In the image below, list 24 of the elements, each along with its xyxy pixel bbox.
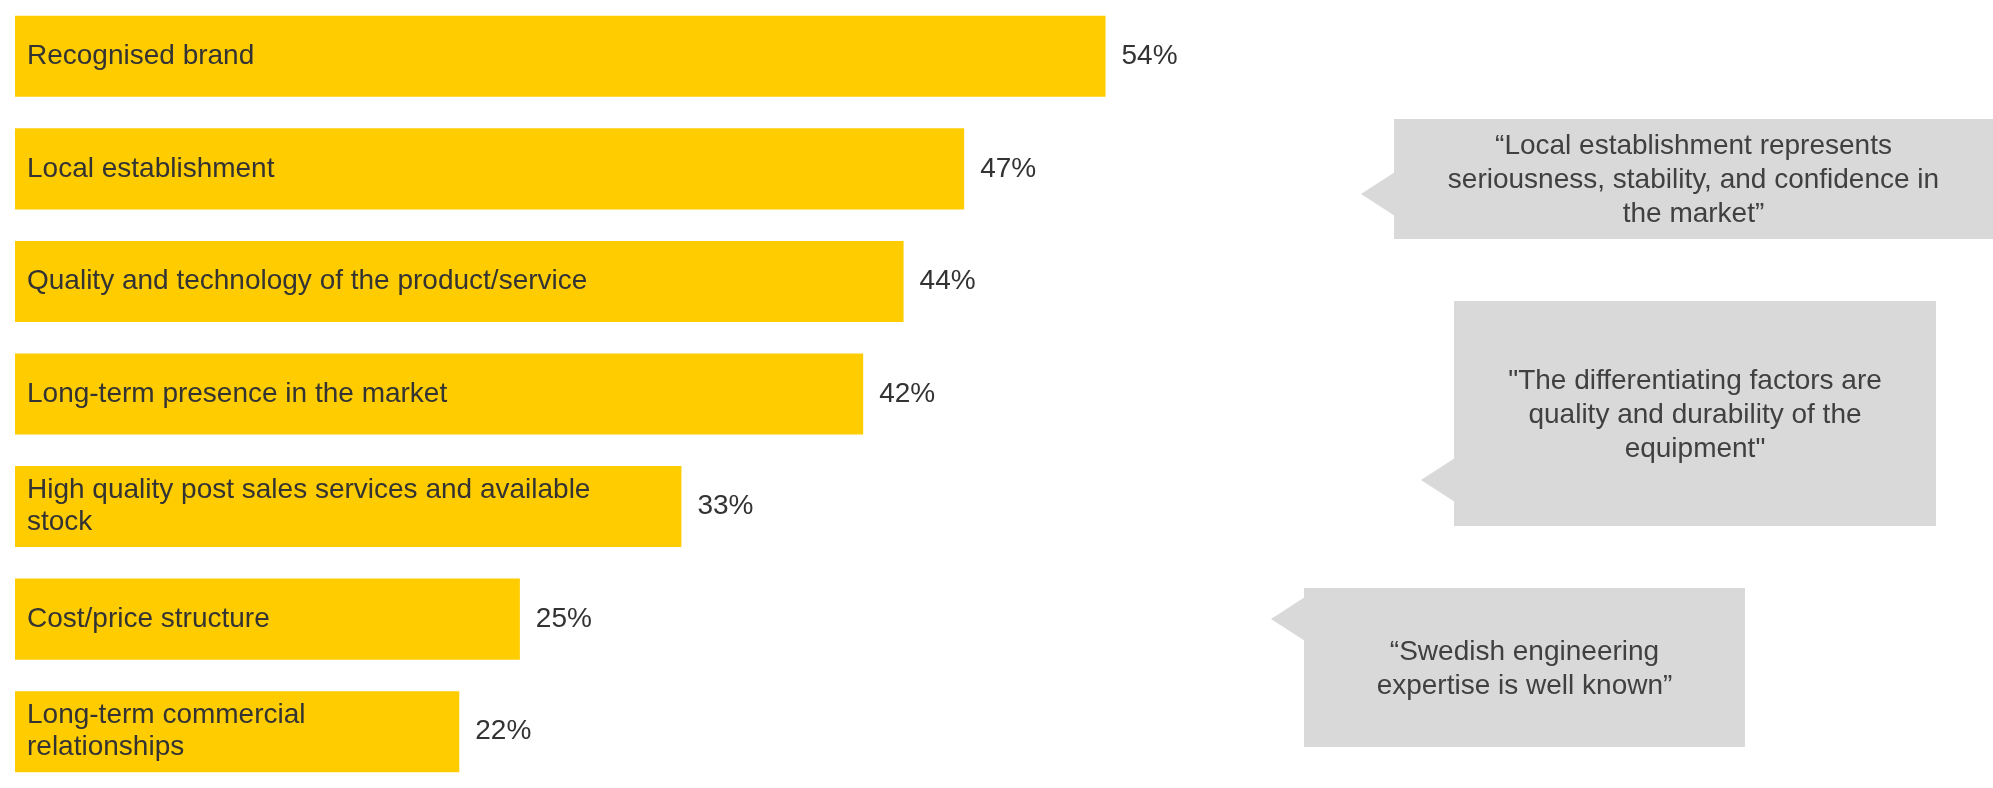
bar: [15, 240, 904, 322]
text: “Swedish engineering expertise is well known”: [1375, 633, 1674, 702]
bar: [15, 15, 1106, 97]
data-label: 22%: [475, 714, 532, 746]
data-label: 44%: [919, 264, 976, 296]
bar: [15, 353, 864, 435]
bar: [15, 691, 460, 773]
y-tick-label: High quality post sales services and available stock: [27, 473, 591, 537]
data-label: 33%: [697, 489, 754, 521]
y-tick-label: Quality and technology of the product/service: [27, 264, 588, 296]
text: "The differentiating factors are quality and durability of the equipment": [1507, 362, 1883, 465]
y-tick-label: Local establishment: [27, 151, 275, 183]
y-tick-label: Long-term presence in the market: [27, 376, 448, 408]
y-tick-label: Cost/price structure: [27, 601, 270, 633]
y-tick-label: Recognised brand: [27, 39, 255, 70]
y-tick-label: Long-term commercial relationships: [27, 698, 306, 762]
data-label: 54%: [1121, 39, 1178, 70]
bar: [15, 578, 520, 660]
data-label: 25%: [535, 601, 592, 633]
data-label: 42%: [879, 376, 936, 408]
bar: [15, 128, 965, 210]
bar: [15, 466, 682, 548]
data-label: 47%: [980, 151, 1037, 183]
text: “Local establishment represents seriousness, stability, and confidence in the market”: [1446, 128, 1941, 230]
